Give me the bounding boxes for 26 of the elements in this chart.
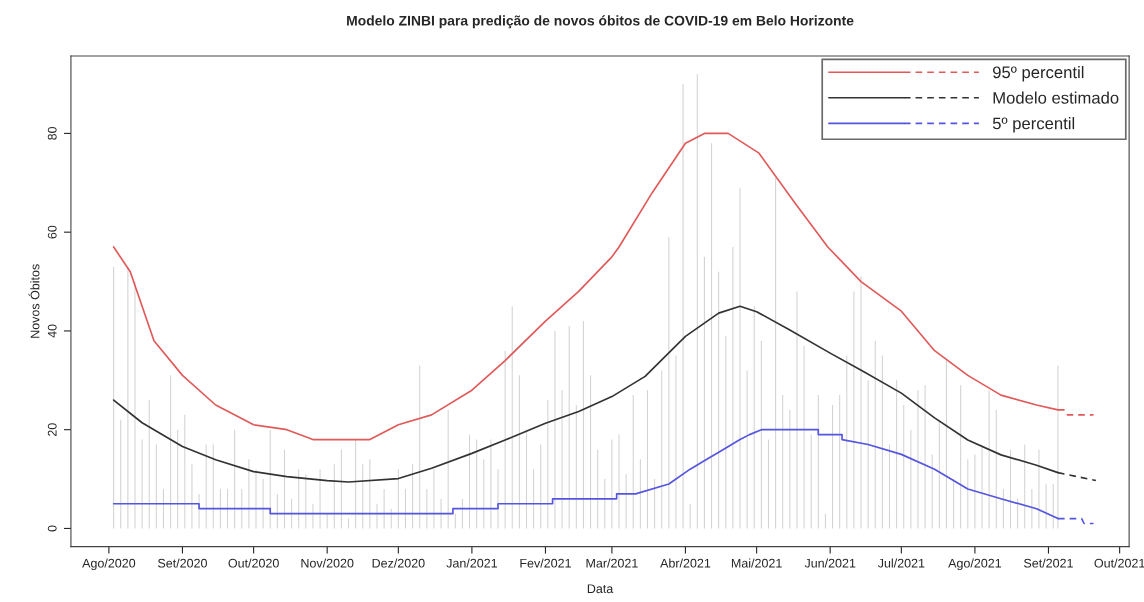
legend-label: 5º percentil	[992, 117, 1075, 133]
y-tick-label: 20	[47, 423, 57, 437]
x-tick-label: Set/2020	[157, 558, 207, 568]
legend-label: 95º percentil	[993, 65, 1084, 82]
y-tick-label: 0	[47, 525, 57, 532]
x-tick-label: Mai/2021	[731, 558, 782, 568]
x-tick-label: Dez/2020	[372, 558, 425, 568]
x-tick-label: Set/2021	[1024, 558, 1073, 568]
x-tick-label: Jun/2021	[804, 558, 856, 568]
x-tick-label: Ago/2020	[82, 558, 136, 571]
x-tick-label: Mar/2021	[586, 558, 638, 568]
chart-title: Modelo ZINBI para predição de novos óbitos de COVID-19 em Belo Horizonte	[347, 15, 854, 29]
x-tick-label: Out/2020	[228, 558, 279, 568]
legend-label: Modelo estimado	[993, 91, 1119, 104]
x-tick-label: Fev/2021	[520, 558, 571, 568]
y-tick-label: 60	[47, 225, 57, 239]
x-tick-label: Out/2021	[1094, 558, 1144, 568]
x-axis-title: Data	[587, 584, 614, 594]
x-tick-label: Jan/2021	[446, 558, 498, 568]
x-tick-label: Ago/2021	[948, 558, 1002, 571]
y-tick-label: 40	[47, 324, 57, 338]
x-tick-label: Jul/2021	[877, 558, 925, 568]
x-tick-label: Nov/2020	[301, 558, 354, 568]
y-tick-label: 80	[47, 126, 57, 140]
x-tick-label: Abr/2021	[660, 558, 711, 568]
y-axis-title: Novos Óbitos	[28, 264, 40, 338]
